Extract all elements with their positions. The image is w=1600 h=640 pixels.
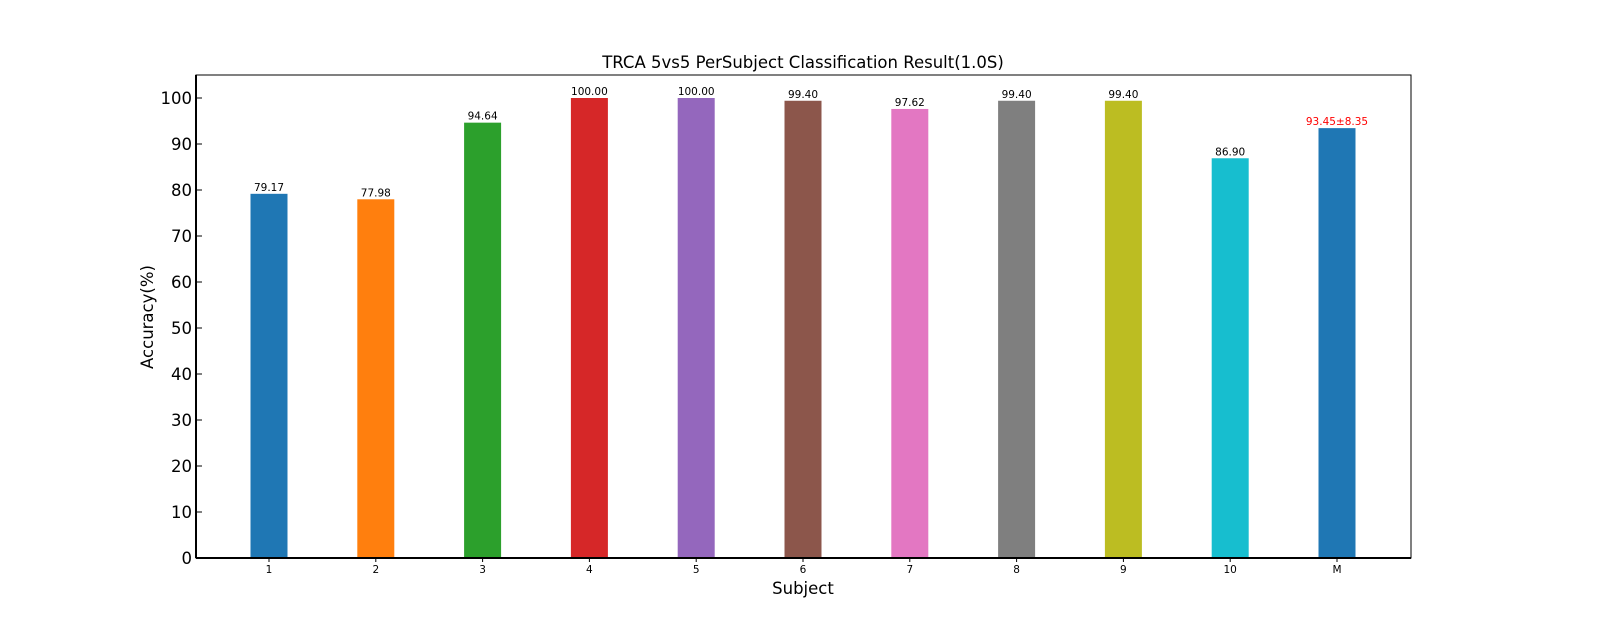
x-tick-label-4: 4 (586, 564, 593, 576)
bar-8 (998, 100, 1036, 558)
x-tick-label-1: 1 (266, 564, 273, 576)
x-tick-label-7: 7 (906, 564, 913, 576)
y-tick-label-10: 10 (171, 503, 192, 522)
y-tick-label-0: 0 (182, 549, 193, 568)
y-tick-label-90: 90 (171, 135, 192, 154)
x-ticks-layer: 1 2 3 4 5 6 7 8 9 10 M (266, 558, 1342, 576)
y-tick-label-20: 20 (171, 457, 192, 476)
y-tick-label-80: 80 (171, 181, 192, 200)
y-tick-label-50: 50 (171, 319, 192, 338)
x-tick-label-9: 9 (1120, 564, 1127, 576)
bar-6 (784, 100, 822, 558)
chart-title: TRCA 5vs5 PerSubject Classification Resu… (601, 53, 1004, 72)
bar-value-label-1: 79.17 (254, 182, 284, 194)
bar-value-label-4: 100.00 (571, 86, 608, 98)
y-tick-label-30: 30 (171, 411, 192, 430)
x-tick-label-8: 8 (1013, 564, 1020, 576)
bar-value-label-9: 99.40 (1108, 89, 1138, 101)
bar-4 (570, 98, 608, 558)
bar-value-label-7: 97.62 (895, 97, 925, 109)
y-tick-label-40: 40 (171, 365, 192, 384)
bar-value-label-5: 100.00 (678, 86, 715, 98)
bar-2 (357, 199, 395, 559)
y-tick-label-70: 70 (171, 227, 192, 246)
bar-1 (250, 193, 288, 558)
bar-value-label-M: 93.45±8.35 (1306, 116, 1368, 128)
x-tick-label-6: 6 (800, 564, 807, 576)
y-tick-label-60: 60 (171, 273, 192, 292)
bar-M (1318, 128, 1356, 558)
x-tick-label-3: 3 (479, 564, 486, 576)
y-axis-label: Accuracy(%) (138, 265, 157, 369)
bar-9 (1104, 100, 1142, 558)
bar-value-label-6: 99.40 (788, 89, 818, 101)
bar-value-label-10: 86.90 (1215, 146, 1245, 158)
x-tick-label-2: 2 (372, 564, 379, 576)
bar-value-label-2: 77.98 (361, 187, 391, 199)
y-tick-label-100: 100 (161, 89, 193, 108)
bar-7 (891, 108, 929, 558)
bar-value-label-8: 99.40 (1002, 89, 1032, 101)
bar-3 (464, 122, 502, 558)
x-tick-label-5: 5 (693, 564, 700, 576)
x-tick-label-10: 10 (1224, 564, 1237, 576)
value-labels-layer: 79.17 77.98 94.64 100.00 100.00 99.40 97.62 99.… (254, 86, 1368, 199)
bar-5 (677, 98, 715, 558)
x-tick-label-M: M (1332, 564, 1341, 576)
y-ticks-layer: 0 10 20 30 40 50 60 70 80 90 100 (161, 89, 202, 568)
bar-value-label-3: 94.64 (468, 111, 498, 123)
x-axis-label: Subject (772, 579, 834, 598)
bar-10 (1211, 158, 1249, 558)
bars-layer (250, 98, 1356, 559)
